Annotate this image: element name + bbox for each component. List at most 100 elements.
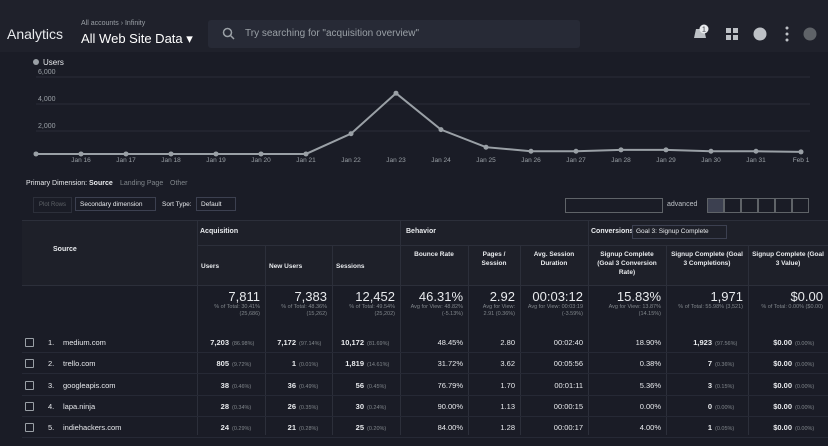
row-checkbox[interactable] (25, 338, 34, 347)
cell-value: 1.28 (500, 423, 515, 433)
cell-percent: (0.46%) (232, 383, 252, 390)
cell-value: 00:00:17 (553, 423, 583, 433)
cell-percent: (0.24%) (367, 404, 387, 411)
y-tick-label: 2,000 (38, 123, 56, 130)
x-tick-label: Jan 21 (296, 157, 316, 164)
data-point (123, 151, 129, 157)
row-source[interactable]: googleapis.com (63, 380, 116, 390)
legend-label: Users (43, 58, 64, 67)
data-point (528, 148, 534, 154)
cell-value: $0.00 (773, 401, 792, 411)
cell: 7,172 (97.14%) (265, 338, 327, 347)
sort-select[interactable]: Default (196, 197, 236, 211)
cell: $0.00 (0.00%) (748, 359, 823, 368)
view-name[interactable]: All Web Site Data (81, 31, 183, 46)
cell: 1 (0.05%) (666, 423, 743, 432)
cell-percent: (86.98%) (232, 341, 255, 347)
row-source[interactable]: indiehackers.com (63, 423, 122, 433)
view-toggle[interactable] (775, 198, 792, 213)
cell: 26 (0.35%) (265, 402, 327, 411)
search-box[interactable]: Try searching for "acquisition overview" (208, 20, 580, 48)
cell-percent: (0.00%) (795, 341, 815, 347)
cell: 3 (0.15%) (666, 381, 743, 390)
dimension-option[interactable]: Landing Page (120, 180, 164, 187)
cell-value: $0.00 (773, 380, 792, 390)
x-tick-label: Jan 17 (116, 157, 136, 164)
column-divider (332, 245, 333, 435)
row-source[interactable]: trello.com (63, 359, 96, 369)
help-icon[interactable] (753, 27, 767, 41)
menu-icon[interactable] (785, 26, 789, 42)
filter-input[interactable] (565, 198, 663, 213)
view-toggle[interactable] (707, 198, 724, 213)
row-divider (22, 285, 828, 286)
advanced-link[interactable]: advanced (667, 201, 698, 208)
cell-value: 7,203 (210, 338, 229, 347)
row-index: 3. (48, 380, 55, 390)
data-point (213, 151, 219, 157)
cell: 21 (0.28%) (265, 423, 327, 432)
column-header[interactable]: Avg. Session Duration (533, 251, 575, 267)
cell-value: 36 (287, 380, 296, 390)
column-header[interactable]: Signup Complete (Goal 3 Completions) (671, 251, 743, 267)
row-source[interactable]: lapa.ninja (63, 401, 96, 411)
cell-percent: (0.36%) (715, 362, 735, 369)
row-checkbox[interactable] (25, 380, 34, 390)
cell-value: 00:00:15 (553, 401, 583, 411)
cell-value: 3.62 (500, 359, 515, 369)
column-divider (588, 245, 589, 435)
column-header[interactable]: New Users (269, 263, 303, 270)
cell-value: 0.00% (639, 401, 661, 411)
group-header: Conversions (591, 228, 634, 235)
header-icons[interactable]: 1 (690, 24, 820, 44)
data-point (438, 127, 444, 133)
crumb[interactable]: Infinity (124, 20, 146, 27)
column-header[interactable]: Pages / Session (481, 251, 507, 267)
avatar[interactable] (803, 27, 817, 41)
apps-icon[interactable] (726, 28, 738, 40)
row-checkbox[interactable] (25, 401, 34, 411)
x-tick-label: Jan 25 (476, 157, 496, 164)
cell-value: 3 (707, 380, 712, 390)
dimension-option[interactable]: Source (89, 180, 113, 187)
cell-value: 90.00% (437, 401, 463, 411)
plot-rows-button[interactable]: Plot Rows (33, 197, 72, 213)
total-detail: % of Total: 48.36% (15,262) (281, 304, 327, 317)
goal-select[interactable]: Goal 3: Signup Complete (632, 225, 727, 239)
cell-value: 26 (287, 401, 296, 411)
cell: 56 (0.45%) (332, 381, 395, 390)
cell-percent: (0.00%) (795, 404, 815, 411)
cell-value: 31.72% (437, 359, 463, 369)
cell: 1 (0.01%) (265, 359, 327, 368)
cell-value: $0.00 (773, 338, 792, 347)
total-detail: % of Total: 30.41% (25,686) (214, 304, 260, 317)
cell-value: 0.38% (639, 359, 661, 369)
row-source[interactable]: medium.com (63, 338, 106, 347)
data-point (798, 149, 804, 155)
source-header[interactable]: Source (53, 246, 77, 253)
row-checkbox[interactable] (25, 423, 34, 433)
column-header[interactable]: Signup Complete (Goal 3 Value) (752, 251, 824, 267)
view-toggle[interactable] (792, 198, 809, 213)
view-selector[interactable]: All Web Site Data ▾ (81, 31, 193, 46)
crumb[interactable]: All accounts (81, 20, 119, 27)
cell-value: 76.79% (437, 380, 463, 390)
column-header[interactable]: Sessions (336, 263, 365, 270)
cell-value: 7,172 (277, 338, 296, 347)
secondary-dimension[interactable]: Secondary dimension (75, 197, 156, 211)
cell-percent: (0.15%) (715, 383, 735, 390)
cell-value: 28 (220, 401, 229, 411)
breadcrumb[interactable]: All accounts › Infinity (81, 20, 146, 27)
column-header[interactable]: Bounce Rate (414, 251, 454, 258)
cell-value: 38 (220, 380, 229, 390)
dimension-option[interactable]: Other (170, 180, 188, 187)
column-header[interactable]: Users (201, 263, 220, 270)
x-tick-label: Jan 23 (386, 157, 406, 164)
view-toggle[interactable] (724, 198, 741, 213)
row-checkbox[interactable] (25, 359, 34, 369)
y-tick-label: 6,000 (38, 69, 56, 76)
view-toggle[interactable] (741, 198, 758, 213)
total-value: 7,811 (228, 289, 260, 304)
column-header[interactable]: Signup Complete (Goal 3 Conversion Rate) (597, 251, 657, 276)
view-toggle[interactable] (758, 198, 775, 213)
